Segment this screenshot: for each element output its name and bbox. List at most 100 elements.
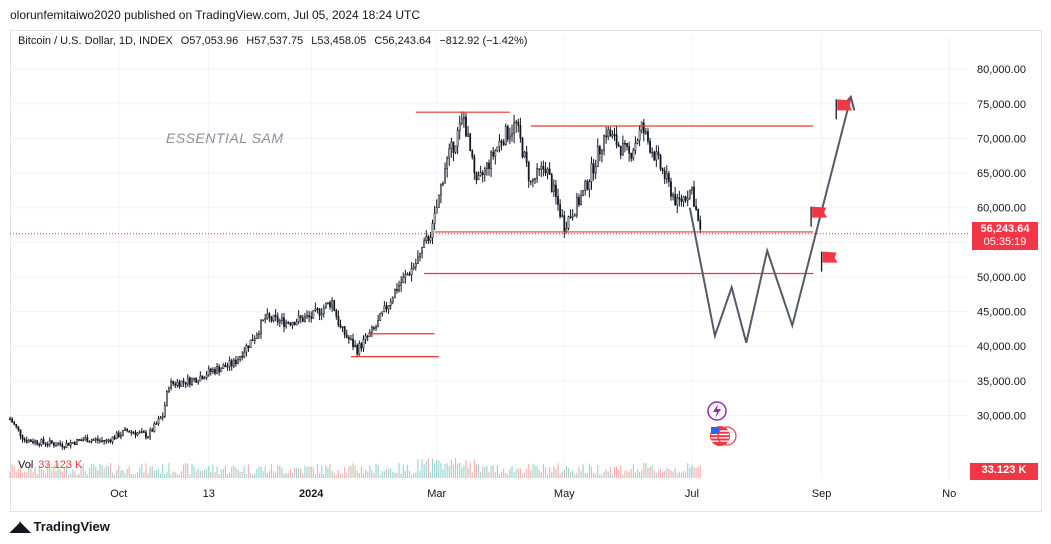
volume-bar (145, 463, 147, 478)
candle-body (479, 172, 482, 176)
candle-body (48, 440, 51, 445)
candle-body (222, 364, 225, 369)
candle-body (335, 310, 338, 317)
candle-body (366, 335, 369, 338)
volume-bar (346, 472, 348, 478)
candle-body (580, 195, 582, 205)
volume-bar (216, 466, 218, 478)
candle-body (567, 216, 570, 229)
candle-body (69, 442, 72, 446)
candle-body (391, 297, 394, 303)
candle-body (274, 314, 277, 318)
candle-body (617, 144, 620, 147)
volume-bar (134, 474, 137, 478)
candle-body (38, 443, 41, 446)
volume-bar (475, 464, 478, 478)
volume-bar (580, 470, 582, 478)
candle-body (446, 157, 449, 170)
volume-bar (229, 472, 231, 478)
legend-change: −812.92 (−1.42%) (439, 35, 528, 47)
volume-bar (295, 467, 298, 478)
candle-body (247, 345, 250, 349)
candle-body (389, 301, 392, 306)
candle-body (264, 318, 267, 321)
candle-body (258, 333, 260, 336)
volume-bar (618, 469, 620, 478)
candle-body (337, 315, 340, 326)
volume-bar (364, 469, 367, 478)
candle-body (423, 240, 426, 248)
volume-bar (408, 471, 411, 478)
volume-bar (97, 470, 99, 478)
candle-body (624, 142, 626, 145)
volume-bar (551, 471, 553, 478)
volume-bar (272, 471, 275, 478)
volume-bar (645, 463, 647, 478)
volume-bar (609, 466, 611, 478)
candle-body (439, 184, 442, 196)
candle-body (249, 339, 252, 349)
candle-body (477, 175, 480, 181)
volume-bar (93, 464, 95, 478)
volume-bar (174, 472, 176, 478)
volume-bar (459, 462, 461, 478)
candle-body (293, 322, 296, 326)
volume-bar (641, 469, 643, 478)
volume-bar (149, 466, 151, 478)
volume-bar (226, 473, 229, 478)
red-flag-icon (822, 251, 838, 263)
volume-bar (601, 474, 603, 478)
candle-body (532, 179, 534, 182)
candle-body (665, 173, 668, 180)
volume-bar (42, 469, 45, 478)
candle-body (605, 135, 608, 138)
volume-bar (164, 473, 166, 478)
candle-body (239, 356, 241, 360)
candle-body (511, 133, 513, 137)
candle-body (312, 310, 315, 319)
volume-bar (362, 473, 365, 478)
volume-bar (505, 473, 507, 478)
candle-body (272, 314, 275, 322)
volume-bar (74, 471, 76, 478)
volume-bar (256, 469, 258, 478)
volume-bar (576, 472, 578, 478)
volume-bar (47, 463, 49, 478)
legend-symbol[interactable]: Bitcoin / U.S. Dollar, 1D, INDEX (18, 35, 173, 47)
volume-bar (662, 471, 664, 478)
candle-body (561, 215, 564, 217)
volume-bar (494, 472, 496, 478)
candle-body (475, 172, 478, 181)
volume-bar (498, 474, 501, 478)
tradingview-logo[interactable]: ◢◣ TradingView (10, 518, 110, 535)
candle-body (119, 434, 122, 438)
candle-body (638, 129, 641, 141)
candle-body (506, 126, 509, 140)
volume-bar (540, 472, 542, 478)
candle-body (19, 429, 22, 437)
x-tick-label: May (554, 488, 575, 500)
candle-body (563, 215, 566, 232)
chart-frame (10, 30, 1042, 512)
volume-bar (588, 463, 591, 478)
candle-body (180, 380, 183, 387)
candle-body (611, 134, 614, 137)
candle-body (289, 322, 292, 326)
candle-body (128, 430, 131, 433)
candle-body (266, 313, 269, 319)
candle-body (412, 266, 415, 269)
volume-bar (695, 467, 697, 478)
candle-body (17, 426, 20, 430)
volume-bar (235, 467, 237, 478)
candle-body (433, 212, 436, 224)
volume-bar (628, 471, 630, 478)
candle-body (676, 197, 679, 206)
candle-body (161, 416, 164, 418)
volume-bar (206, 468, 208, 478)
candle-body (193, 378, 195, 380)
candle-body (529, 180, 532, 183)
volume-bar (670, 470, 672, 478)
volume-bar (316, 463, 319, 478)
candle-body (559, 204, 562, 217)
